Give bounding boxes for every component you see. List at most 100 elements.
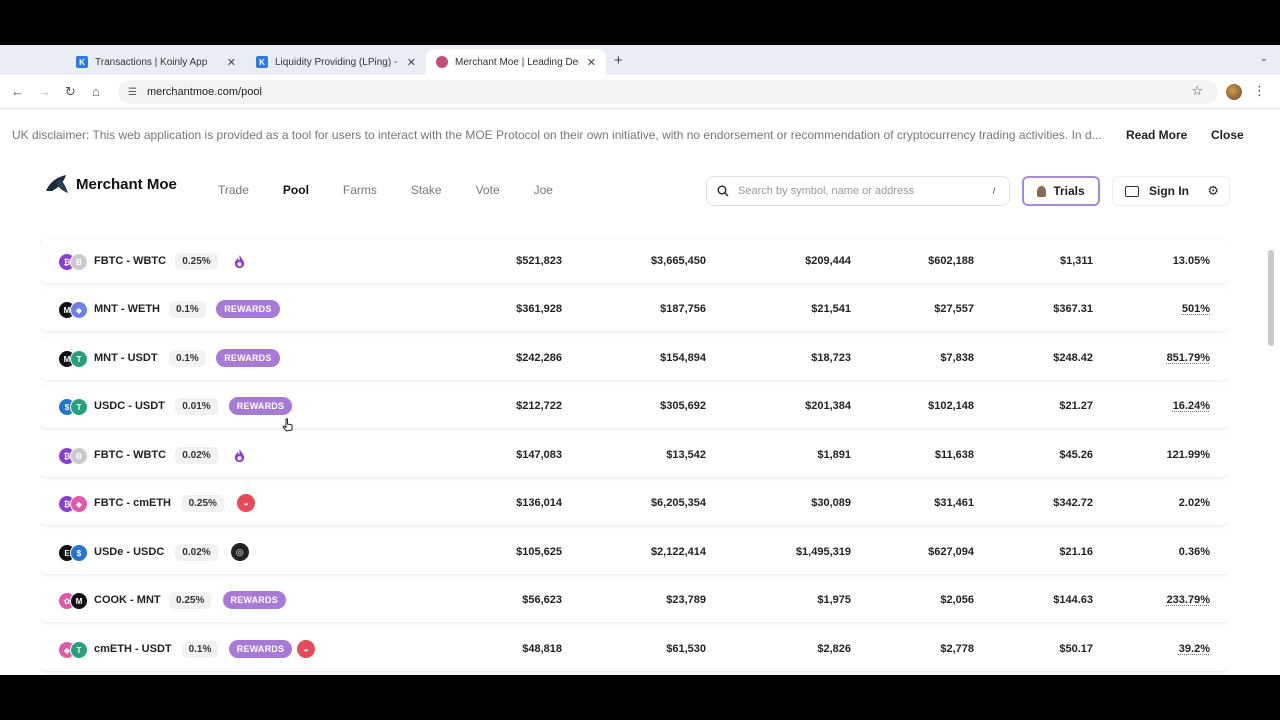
fee-badge: 0.25% bbox=[181, 495, 224, 512]
back-icon[interactable]: ← bbox=[11, 84, 24, 99]
token-icon: $ bbox=[70, 544, 88, 562]
volume-value: $154,894 bbox=[660, 352, 706, 364]
volume-24h-value: $30,089 bbox=[811, 497, 851, 509]
nav-stake[interactable]: Stake bbox=[410, 183, 442, 197]
fees-value: $1,311 bbox=[1059, 255, 1093, 267]
close-icon[interactable]: ✕ bbox=[406, 56, 416, 69]
token-icon: M bbox=[70, 592, 88, 610]
tab-koinly-transactions[interactable]: K Transactions | Koinly App ✕ bbox=[66, 49, 246, 75]
volume-24h-value: $201,384 bbox=[805, 400, 851, 412]
partner-reward-icon: ◒ bbox=[237, 494, 256, 512]
sign-in-button[interactable]: Sign In ⚙ bbox=[1112, 176, 1230, 206]
table-row[interactable]: $ T USDC - USDT 0.01% REWARDS $212,722 $305,69… bbox=[40, 385, 1228, 428]
token-pair-icons: ₿ B bbox=[58, 253, 90, 271]
fee-badge: 0.1% bbox=[181, 641, 219, 658]
more-menu-icon[interactable]: ⋮ bbox=[1253, 83, 1266, 98]
tab-merchant-moe[interactable]: Merchant Moe | Leading Dece ✕ bbox=[426, 49, 606, 75]
token-icon: T bbox=[70, 398, 88, 416]
table-row[interactable]: ◆ T cmETH - USDT 0.1% REWARDS ◒ $48,818 $61,530… bbox=[40, 628, 1228, 671]
hand-cursor-icon bbox=[282, 418, 293, 432]
close-icon[interactable]: ✕ bbox=[226, 56, 236, 69]
close-icon[interactable]: ✕ bbox=[586, 56, 596, 69]
nav-trade[interactable]: Trade bbox=[218, 183, 249, 197]
pool-pair-name: FBTC - cmETH bbox=[94, 497, 171, 509]
nav-pool[interactable]: Pool bbox=[282, 183, 309, 197]
token-pair-icons: $ T bbox=[58, 398, 90, 416]
reload-icon[interactable]: ↻ bbox=[65, 84, 76, 99]
volume-24h-value: $1,975 bbox=[817, 594, 851, 606]
table-row[interactable]: M ◆ MNT - WETH 0.1% REWARDS $361,928 $187,756 $… bbox=[40, 288, 1228, 331]
home-icon[interactable]: ⌂ bbox=[92, 84, 100, 99]
apr-value[interactable]: 233.79% bbox=[1166, 594, 1210, 606]
fees-value: $144.63 bbox=[1053, 594, 1093, 606]
table-row[interactable]: ₿ B FBTC - WBTC 0.25% $521,823 $3,665,450 $209… bbox=[40, 240, 1228, 283]
rewards-badge: REWARDS bbox=[228, 640, 293, 658]
fees-value: $248.42 bbox=[1053, 352, 1093, 364]
volume-24h-value: $209,444 bbox=[805, 255, 851, 267]
site-info-icon[interactable]: ☰ bbox=[128, 86, 137, 98]
fee-badge: 0.02% bbox=[175, 544, 218, 561]
apr-value[interactable]: 501% bbox=[1181, 303, 1210, 315]
rewards-badge: REWARDS bbox=[216, 300, 280, 318]
chevron-down-icon[interactable]: ⌄ bbox=[1259, 53, 1268, 64]
table-row[interactable]: ✿ M COOK - MNT 0.25% REWARDS $56,623 $23,789 $1… bbox=[40, 579, 1228, 622]
new-tab-icon[interactable]: + bbox=[614, 52, 623, 69]
moe-mascot-icon bbox=[1037, 185, 1047, 197]
volume-7d-value: $2,778 bbox=[940, 643, 974, 655]
token-pair-icons: M ◆ bbox=[58, 301, 90, 319]
scrollbar[interactable] bbox=[1268, 250, 1274, 346]
brand-name: Merchant Moe bbox=[76, 175, 177, 193]
nav-joe[interactable]: Joe bbox=[533, 183, 553, 197]
liquidity-value: $242,286 bbox=[516, 352, 562, 364]
table-row[interactable]: ₿ B FBTC - WBTC 0.02% $147,083 $13,542 $1,891 $… bbox=[40, 434, 1228, 477]
table-row[interactable]: M T MNT - USDT 0.1% REWARDS $242,286 $154,894 $… bbox=[40, 337, 1228, 380]
table-row[interactable]: ₿ ◆ FBTC - cmETH 0.25% ◒ $136,014 $6,205,354 $3… bbox=[40, 482, 1228, 525]
moe-logo-icon bbox=[46, 175, 68, 193]
gear-icon[interactable]: ⚙ bbox=[1207, 183, 1219, 198]
volume-7d-value: $102,148 bbox=[928, 400, 974, 412]
fee-badge: 0.02% bbox=[175, 447, 218, 464]
fees-value: $50.17 bbox=[1059, 643, 1093, 655]
apr-value[interactable]: 851.79% bbox=[1166, 352, 1210, 364]
volume-7d-value: $11,638 bbox=[934, 449, 974, 461]
avatar[interactable] bbox=[1226, 84, 1242, 100]
close-disclaimer-button[interactable]: Close bbox=[1211, 128, 1244, 142]
disclaimer-text: UK disclaimer: This web application is p… bbox=[12, 128, 1102, 142]
liquidity-value: $147,083 bbox=[516, 449, 562, 461]
brand-logo[interactable]: Merchant Moe bbox=[44, 173, 177, 195]
pool-pair-name: USDe - USDC bbox=[94, 546, 165, 558]
fees-value: $45.26 bbox=[1059, 449, 1093, 461]
token-icon: T bbox=[70, 641, 88, 659]
token-pair-icons: ◆ T bbox=[58, 641, 90, 659]
liquidity-value: $136,014 bbox=[516, 497, 562, 509]
tab-koinly-lping[interactable]: K Liquidity Providing (LPing) - K ✕ bbox=[246, 49, 426, 75]
nav-vote[interactable]: Vote bbox=[475, 183, 500, 197]
volume-value: $3,665,450 bbox=[650, 255, 706, 267]
nav-farms[interactable]: Farms bbox=[342, 183, 377, 197]
liquidity-value: $105,625 bbox=[516, 546, 562, 558]
forward-icon[interactable]: → bbox=[38, 84, 51, 99]
bookmark-star-icon[interactable]: ☆ bbox=[1191, 83, 1203, 98]
fee-badge: 0.1% bbox=[169, 350, 206, 367]
table-row[interactable]: E $ USDe - USDC 0.02% ◎ $105,625 $2,122,414 $1,… bbox=[40, 531, 1228, 574]
apr-value[interactable]: 16.24% bbox=[1172, 400, 1210, 412]
apr-value: 0.36% bbox=[1178, 546, 1210, 558]
address-bar[interactable]: ☰ merchantmoe.com/pool bbox=[118, 80, 1218, 104]
uk-disclaimer-banner: UK disclaimer: This web application is p… bbox=[0, 122, 1280, 148]
fee-badge: 0.25% bbox=[175, 253, 218, 270]
fee-badge: 0.01% bbox=[175, 398, 218, 415]
apr-value[interactable]: 39.2% bbox=[1178, 643, 1210, 655]
search-input[interactable]: Search by symbol, name or address / bbox=[706, 176, 1010, 206]
volume-7d-value: $602,188 bbox=[928, 255, 974, 267]
read-more-link[interactable]: Read More bbox=[1126, 128, 1188, 142]
volume-value: $187,756 bbox=[660, 303, 706, 315]
pool-pair-name: USDC - USDT bbox=[94, 400, 165, 412]
volume-24h-value: $2,826 bbox=[817, 643, 851, 655]
pool-pair-name: MNT - WETH bbox=[94, 303, 160, 315]
volume-7d-value: $7,838 bbox=[940, 352, 974, 364]
volume-value: $2,122,414 bbox=[650, 546, 706, 558]
trials-button[interactable]: Trials bbox=[1022, 176, 1100, 206]
liquidity-value: $48,818 bbox=[522, 643, 562, 655]
fee-badge: 0.1% bbox=[169, 301, 206, 318]
